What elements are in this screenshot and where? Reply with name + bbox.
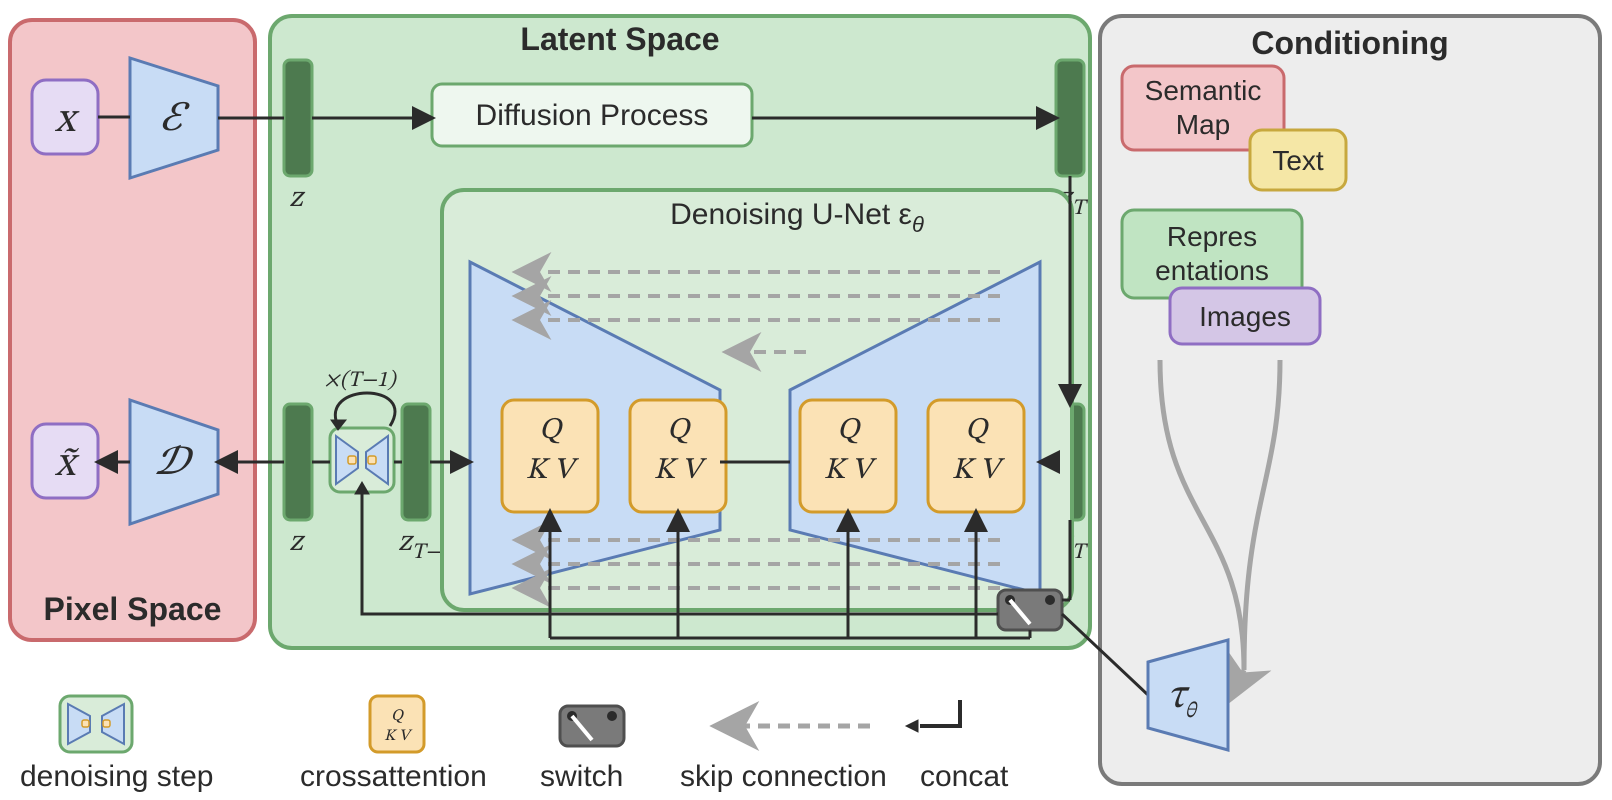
decoder-label: 𝒟	[154, 442, 193, 484]
lg-denoise-label: denoising step	[20, 760, 213, 793]
lg-mini-q1	[82, 720, 89, 727]
pixel-space-title: Pixel Space	[44, 591, 222, 627]
text-label: Text	[1272, 145, 1324, 176]
q-label-3: Q	[965, 416, 989, 446]
kv-label-2: K V	[824, 456, 878, 486]
kv-label-1: K V	[654, 456, 708, 486]
diffusion-process-label: Diffusion Process	[476, 99, 709, 132]
repr-l1: Repres	[1167, 221, 1257, 252]
repr-l2: entations	[1155, 255, 1269, 286]
images-label: Images	[1199, 301, 1291, 332]
lg-kv: K V	[384, 728, 413, 744]
kv-label-0: K V	[526, 456, 580, 486]
sem-l1: Semantic	[1145, 75, 1262, 106]
q-label-0: Q	[539, 416, 563, 446]
z-bot-left	[284, 404, 312, 520]
lg-concat-icon	[920, 700, 960, 726]
lg-skip-label: skip connection	[680, 760, 887, 793]
lg-switch-label: switch	[540, 760, 623, 793]
mini-q2	[368, 456, 376, 464]
lg-cross-label: crossattention	[300, 760, 487, 793]
z-Tminus1	[402, 404, 430, 520]
lg-sw-d2	[607, 711, 617, 721]
latent-space-title: Latent Space	[520, 21, 719, 57]
kv-label-3: K V	[952, 456, 1006, 486]
q-label-2: Q	[837, 416, 861, 446]
switch-dot-r	[1045, 595, 1055, 605]
conditioning-title: Conditioning	[1251, 25, 1448, 61]
sem-l2: Map	[1176, 109, 1230, 140]
zT-top	[1056, 60, 1084, 176]
lg-concat-label: concat	[920, 760, 1009, 793]
q-label-1: Q	[667, 416, 691, 446]
lg-concat-arrow	[906, 720, 918, 732]
times-label: ×(T−1)	[324, 369, 398, 392]
mini-q1	[348, 456, 356, 464]
lg-q: Q	[391, 708, 404, 724]
lg-mini-q2	[103, 720, 110, 727]
z-top-left	[284, 60, 312, 176]
